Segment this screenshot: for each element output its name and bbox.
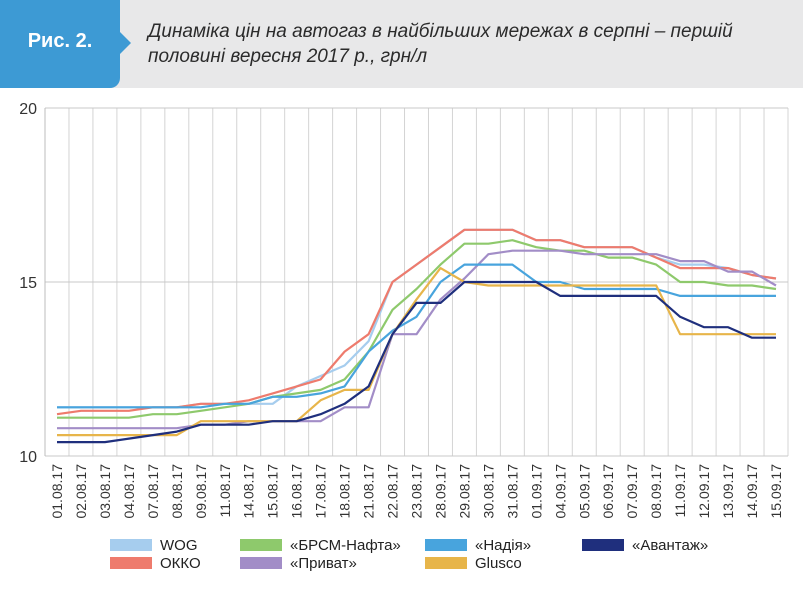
x-tick-label: 01.08.17 [49,464,65,519]
x-tick-label: 18.08.17 [337,464,353,519]
line-chart: 10 15 20 01.08.17 02.08.17 03.08.17 04.08.17 07… [19,101,789,572]
series-line [57,249,777,430]
legend-swatch [110,557,152,569]
y-tick-label: 15 [19,275,37,292]
legend-label: WOG [160,537,198,554]
x-tick-label: 15.09.17 [768,464,784,519]
x-tick-label: 17.08.17 [313,464,329,519]
series-line [57,280,776,444]
figure-header: Рис. 2. Динаміка цін на автогаз в найбіл… [0,0,803,88]
x-tick-label: 14.09.17 [744,464,760,519]
x-tick-label: 15.08.17 [265,464,281,519]
x-tick-label: 07.09.17 [624,464,640,519]
x-tick-label: 08.08.17 [169,464,185,519]
badge-arrow-icon [120,32,131,54]
legend-label: Glusco [475,555,522,572]
x-tick-label: 08.09.17 [648,464,664,519]
legend-swatch [425,557,467,569]
legend-label: ОККО [160,555,201,572]
series-line [57,263,776,409]
y-tick-label: 10 [19,449,37,466]
x-tick-label: 28.09.17 [432,464,448,519]
x-tick-label: 05.09.17 [576,464,592,519]
legend-label: «Надія» [475,537,531,554]
x-tick-label: 23.08.17 [409,464,425,519]
figure-badge: Рис. 2. [0,0,120,88]
x-tick-label: 02.08.17 [73,464,89,519]
x-tick-label: 01.09.17 [528,464,544,519]
x-tick-label: 12.09.17 [696,464,712,519]
legend-label: «Авантаж» [632,537,708,554]
x-tick-label: 22.08.17 [385,464,401,519]
x-tick-label: 16.08.17 [289,464,305,519]
series-line [57,267,776,437]
x-tick-label: 29.08.17 [456,464,472,519]
figure-label: Рис. 2. [27,30,93,52]
x-tick-label: 04.09.17 [552,464,568,519]
legend-swatch [110,539,152,551]
x-tick-label: 21.08.17 [361,464,377,519]
series-line [57,239,777,419]
x-tick-label: 13.09.17 [720,464,736,519]
legend-swatch [240,557,282,569]
legend-label: «БРСМ-Нафта» [290,537,401,554]
y-tick-label: 20 [19,101,37,118]
x-tick-label: 09.08.17 [193,464,209,519]
x-tick-label: 31.08.17 [504,464,520,519]
x-tick-label: 30.08.17 [480,464,496,519]
x-tick-label: 04.08.17 [121,464,137,519]
x-tick-label: 06.09.17 [600,464,616,519]
legend-swatch [240,539,282,551]
legend-label: «Приват» [290,555,357,572]
x-tick-label: 03.08.17 [97,464,113,519]
x-tick-label: 07.08.17 [145,464,161,519]
x-tick-label: 11.08.17 [217,464,233,518]
legend-swatch [425,539,467,551]
x-tick-label: 11.09.17 [672,464,688,518]
x-tick-label: 14.08.17 [241,464,257,519]
chart-title: Динаміка цін на автогаз в найбільших мер… [148,21,733,67]
legend-swatch [582,539,624,551]
